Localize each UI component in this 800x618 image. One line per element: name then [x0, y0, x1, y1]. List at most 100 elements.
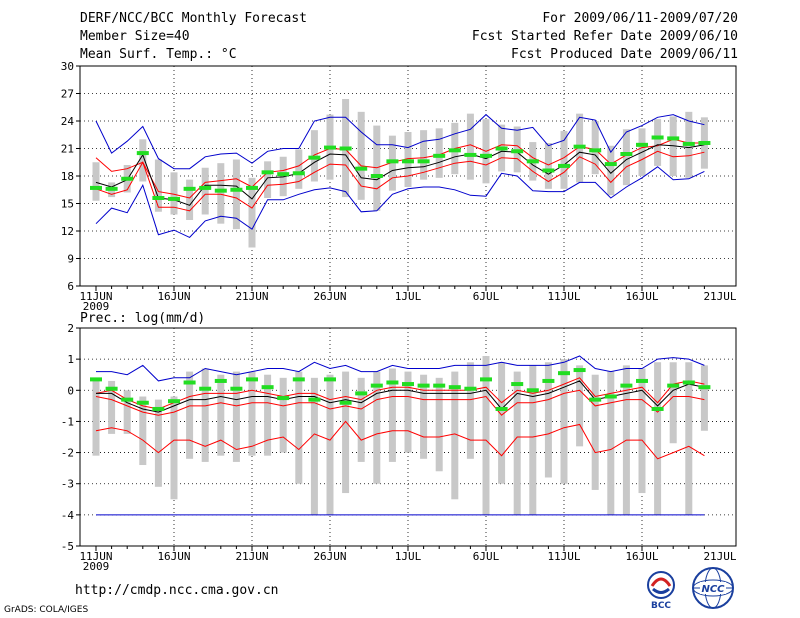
precip-ensemble-bar [92, 377, 100, 456]
precip-observed-mark [636, 378, 648, 383]
temp-ensemble-bar [669, 116, 677, 176]
precip-ensemble-bar [669, 362, 677, 444]
precip-ensemble-bar [591, 374, 599, 490]
precip-xtick-label: 16JUN [157, 550, 190, 563]
precip-ensemble-bar [404, 371, 412, 453]
precip-ytick-label: -4 [61, 509, 75, 522]
temp-observed-mark [464, 152, 477, 157]
temp-ytick-label: 18 [61, 170, 74, 183]
precip-ytick-label: -2 [61, 447, 74, 460]
precip-ensemble-bar [186, 371, 194, 459]
source-url: http://cmdp.ncc.cma.gov.cn [75, 583, 279, 598]
svg-text:BCC: BCC [651, 601, 671, 610]
temp-ensemble-bar [544, 143, 552, 189]
chart-title: DERF/NCC/BCC Monthly Forecast [80, 11, 307, 26]
temp-ensemble-bar [295, 149, 303, 189]
precip-observed-mark [402, 382, 414, 387]
temp-xtick-label: 11JUL [547, 290, 580, 303]
precip-observed-mark [698, 385, 711, 390]
precip-observed-mark [495, 406, 508, 411]
temp-observed-mark [292, 171, 305, 176]
precip-ensemble-bar [123, 390, 131, 434]
precip-ensemble-bar [435, 377, 443, 472]
temp-ytick-label: 12 [61, 225, 74, 238]
temp-ensemble-bar [607, 145, 615, 196]
temp-xtick-label: 21JUL [703, 290, 736, 303]
precip-observed-mark [433, 383, 446, 388]
temp-observed-mark [620, 152, 633, 156]
precip-ensemble-bar [264, 374, 272, 456]
precip-observed-mark [511, 382, 524, 387]
temp-ytick-label: 30 [61, 60, 74, 73]
temp-observed-mark [667, 136, 680, 141]
precip-ensemble-bar [576, 365, 584, 447]
precip-ensemble-bar [357, 377, 365, 462]
temp-observed-mark [308, 155, 321, 160]
precip-ensemble-bar [310, 377, 318, 515]
precip-ensemble-bar [466, 362, 474, 459]
bcc-logo: BCC [647, 571, 675, 610]
temp-observed-mark [152, 196, 165, 200]
precip-observed-mark [214, 378, 227, 383]
precip-observed-mark [464, 386, 477, 391]
precip-ensemble-bar [451, 371, 459, 500]
temp-ensemble-bar [139, 139, 147, 182]
temp-ensemble-bar [591, 121, 599, 175]
temp-line-min [95, 166, 705, 239]
precip-year-label: 2009 [83, 560, 110, 573]
precip-observed-mark [277, 396, 290, 401]
temp-ensemble-bar [622, 129, 630, 186]
precip-xtick-label: 11JUL [547, 550, 580, 563]
temp-xtick-label: 21JUN [235, 290, 268, 303]
temp-observed-mark [573, 144, 586, 149]
temp-ensemble-bar [170, 172, 178, 215]
temp-observed-mark [370, 174, 383, 178]
precip-observed-mark [324, 377, 336, 382]
temp-observed-mark [339, 146, 352, 151]
precip-xtick-label: 21JUL [703, 550, 736, 563]
precip-ensemble-bar [170, 396, 178, 500]
precip-ensemble-bar [544, 362, 552, 478]
temp-observed-mark [495, 146, 508, 151]
precip-observed-mark [542, 378, 555, 383]
precip-observed-mark [682, 380, 695, 385]
precip-line-mean [96, 380, 705, 413]
precip-observed-mark [651, 406, 664, 411]
temp-observed-mark [277, 172, 290, 177]
precip-observed-mark [417, 383, 430, 388]
precip-xtick-label: 1JUL [395, 550, 422, 563]
precip-observed-mark [199, 386, 212, 391]
temp-ensemble-bar [420, 130, 428, 180]
temp-line-max [95, 113, 705, 170]
temp-ytick-label: 21 [61, 143, 74, 156]
precip-line-upper [95, 377, 705, 410]
precip-ytick-label: -3 [61, 478, 74, 491]
temp-observed-mark [214, 188, 227, 193]
temp-observed-mark [355, 166, 368, 171]
precip-observed-mark [246, 377, 258, 382]
precip-xtick-label: 26JUN [313, 550, 346, 563]
temp-observed-mark [324, 145, 336, 150]
precip-ensemble-bar [342, 371, 350, 494]
precip-line-min [95, 420, 705, 460]
svg-text:NCC: NCC [701, 584, 725, 595]
temp-observed-mark [183, 186, 196, 191]
forecast-produced-label: Fcst Produced Date 2009/06/11 [511, 47, 738, 62]
temp-observed-mark [261, 170, 274, 175]
temp-xtick-label: 16JUN [157, 290, 190, 303]
precip-observed-mark [604, 394, 617, 399]
precip-xtick-label: 6JUL [473, 550, 500, 563]
temp-xtick-label: 1JUL [395, 290, 422, 303]
precip-observed-mark [448, 385, 461, 390]
temp-xtick-label: 11JUN [79, 290, 112, 303]
precip-observed-mark [105, 386, 118, 391]
precip-ensemble-bar [139, 396, 147, 466]
precip-observed-mark [386, 380, 399, 385]
temp-ensemble-bar [264, 161, 272, 198]
temp-observed-mark [636, 142, 648, 147]
precip-observed-mark [573, 368, 586, 373]
temp-ensemble-bar [217, 163, 225, 224]
temp-observed-mark [105, 186, 118, 191]
temp-xtick-label: 26JUN [313, 290, 346, 303]
